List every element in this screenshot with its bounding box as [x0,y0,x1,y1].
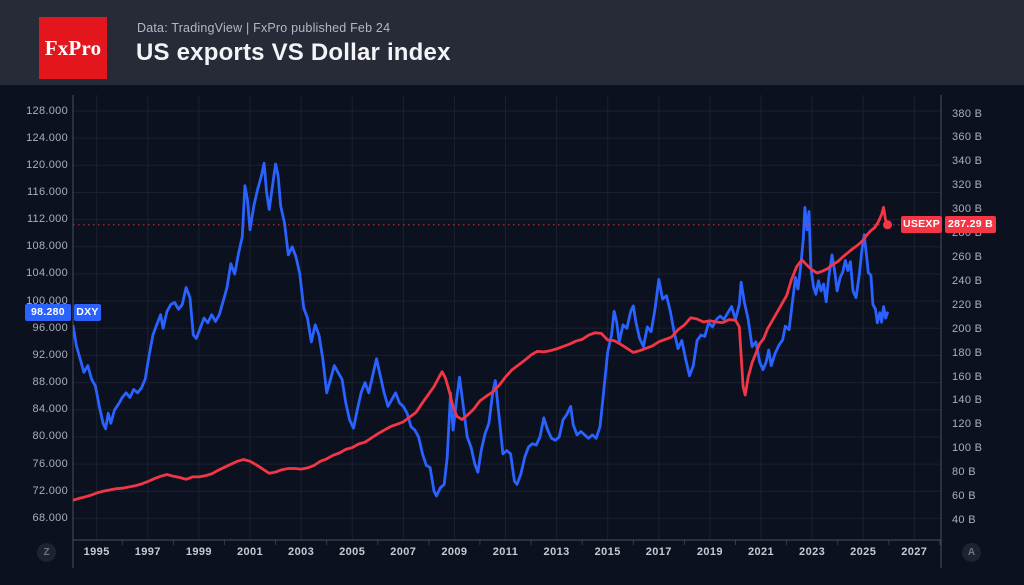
left-axis-tick-label: 124.000 [26,131,68,144]
time-axis-tick-label: 2009 [441,546,468,558]
time-axis-tick-label: 2017 [645,546,672,558]
right-axis-tick-label: 340 B [952,155,983,168]
right-axis-tick-label: 140 B [952,394,983,407]
time-axis-tick-label: 2025 [850,546,877,558]
left-axis-tick-label: 112.000 [26,213,68,226]
left-axis-tick-label: 100.000 [26,294,68,307]
right-axis-tick-label: 360 B [952,131,983,144]
right-axis-tick-label: 260 B [952,250,983,263]
left-axis-tick-label: 84.000 [32,403,68,416]
usexp-price-badge: 287.29 B [945,216,996,234]
left-axis-tick-label: 104.000 [26,267,68,280]
right-axis-tick-label: 240 B [952,274,983,287]
right-axis-tick-label: 320 B [952,179,983,192]
usexp-series-label-badge: USEXP [901,216,942,234]
right-axis-tick-label: 80 B [952,466,976,479]
time-axis-tick-label: 2023 [799,546,826,558]
dxy-series-label-badge: DXY [74,304,101,322]
time-axis-tick-label: 2007 [390,546,417,558]
right-axis-tick-label: 100 B [952,442,983,455]
right-axis-tick-label: 300 B [952,203,983,216]
dxy-series-line [73,161,889,498]
left-axis-tick-label: 108.000 [26,240,68,253]
time-axis-tick-label: 2001 [236,546,264,558]
page-title: US exports VS Dollar index [136,39,451,66]
left-axis-tick-label: 116.000 [26,185,68,198]
time-axis-tick-label: 1999 [185,546,212,558]
right-axis-tick-label: 380 B [952,107,983,120]
left-axis-tick-label: 92.000 [32,348,68,361]
left-axis-tick-label: 68.000 [32,511,68,524]
time-axis-tick-label: 1995 [83,546,110,558]
time-axis-tick-label: 2003 [288,546,315,558]
data-source-caption: Data: TradingView | FxPro published Feb … [137,21,391,35]
right-axis-tick-label: 60 B [952,490,976,503]
header: FxPro Data: TradingView | FxPro publishe… [0,0,1024,85]
time-axis-tick-label: 2021 [747,546,775,558]
usexp-series-line [73,205,889,502]
fxpro-logo: FxPro [39,17,107,79]
right-axis-tick-label: 220 B [952,298,983,311]
usexp-last-point-dot [883,220,892,230]
left-axis-tick-label: 88.000 [32,376,68,389]
time-axis-tick-label: 2019 [696,546,723,558]
left-axis-tick-label: 96.000 [32,321,68,334]
right-axis-tick-label: 200 B [952,322,983,335]
right-price-axis[interactable]: 380 B 360 B 340 B 320 B 300 B 280 B 260 B 240 B… [941,95,1024,540]
timezone-button[interactable]: Z [37,543,56,562]
dxy-price-badge: 98.280 [25,304,71,322]
auto-scale-button[interactable]: A [962,543,981,562]
time-axis-tick-label: 1997 [134,546,161,558]
left-axis-tick-label: 120.000 [26,158,68,171]
time-axis-tick-label: 2005 [339,546,366,558]
time-axis-tick-label: 2011 [492,546,519,558]
time-axis[interactable]: 1995 1997 1999 2001 2003 2005 2007 2009 2011 2013… [0,540,1024,568]
fxpro-logo-text: FxPro [44,35,102,60]
time-axis-tick-label: 2027 [901,546,928,558]
time-axis-tick-label: 2013 [543,546,570,558]
time-axis-tick-label: 2015 [594,546,621,558]
right-axis-tick-label: 120 B [952,418,983,431]
left-axis-tick-label: 80.000 [32,430,68,443]
left-axis-tick-label: 128.000 [26,104,68,117]
left-axis-tick-label: 72.000 [32,484,68,497]
right-axis-tick-label: 160 B [952,370,983,383]
left-axis-tick-label: 76.000 [32,457,68,470]
right-axis-tick-label: 180 B [952,346,983,359]
right-axis-tick-label: 40 B [952,514,976,526]
left-price-axis[interactable]: 128.000 124.000 120.000 116.000 112.000 108.0… [0,95,73,540]
